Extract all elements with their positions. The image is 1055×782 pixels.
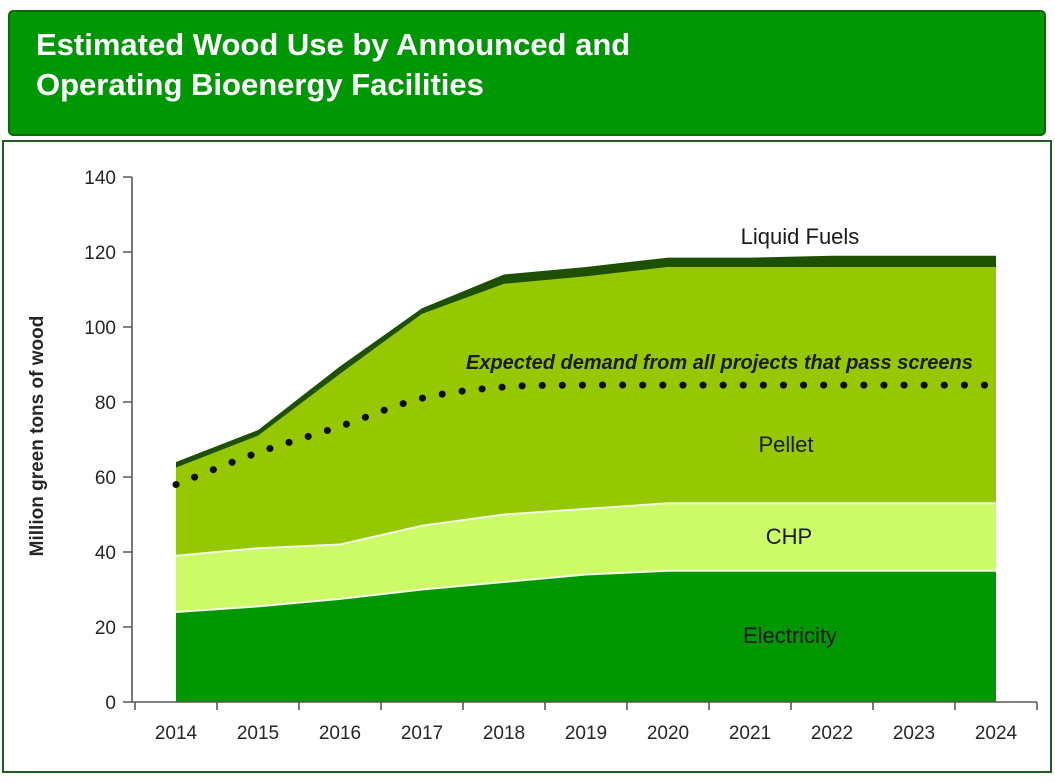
- series-label-pellet: Pellet: [758, 432, 814, 457]
- y-tick-label: 140: [84, 168, 116, 189]
- dotted-line-annotation: Expected demand from all projects that p…: [466, 352, 973, 374]
- x-tick-label: 2017: [401, 723, 443, 744]
- x-tick-label: 2016: [319, 723, 361, 744]
- layer-separator: [175, 569, 996, 613]
- layer-separator: [175, 502, 996, 557]
- y-tick-label: 120: [84, 243, 116, 264]
- x-tick-label: 2022: [811, 723, 853, 744]
- area-chp: [176, 503, 996, 612]
- series-label-electricity: Electricity: [742, 623, 838, 648]
- y-tick-label: 40: [95, 543, 116, 564]
- x-tick-label: 2020: [647, 723, 689, 744]
- slide-title-line-1: Estimated Wood Use by Announced and: [36, 27, 631, 62]
- y-tick-label: 0: [105, 693, 116, 714]
- x-tick-label: 2014: [155, 723, 198, 744]
- x-tick-label: 2024: [975, 723, 1018, 744]
- x-tick-label: 2018: [483, 723, 525, 744]
- y-tick-label: 20: [95, 618, 116, 639]
- title-banner: Estimated Wood Use by Announced and Oper…: [8, 10, 1046, 136]
- series-label-liquid-fuels: Liquid Fuels: [740, 224, 860, 249]
- area-pellet: [176, 267, 996, 556]
- x-tick-label: 2023: [893, 723, 935, 744]
- expected-demand-dotted-line: [172, 381, 1000, 488]
- area-electricity: [176, 570, 996, 702]
- y-tick-label: 80: [95, 393, 116, 414]
- axis-ticks: [123, 176, 1038, 710]
- y-tick-label: 60: [95, 468, 116, 489]
- x-tick-label: 2021: [729, 723, 771, 744]
- series-label-chp: CHP: [765, 524, 813, 549]
- slide-title-line-2: Operating Bioenergy Facilities: [36, 67, 484, 102]
- y-tick-label: 100: [84, 318, 116, 339]
- x-tick-label: 2019: [565, 723, 607, 744]
- chart-panel: 0 20 40 60 80 100 120 140 2014 2015 2016 2017 2018 20…: [2, 140, 1052, 773]
- y-axis-title: Million green tons of wood: [27, 315, 48, 557]
- stacked-area-chart: 0 20 40 60 80 100 120 140 2014 2015 2016 2017 2018 20…: [84, 168, 1038, 744]
- x-tick-label: 2015: [237, 723, 279, 744]
